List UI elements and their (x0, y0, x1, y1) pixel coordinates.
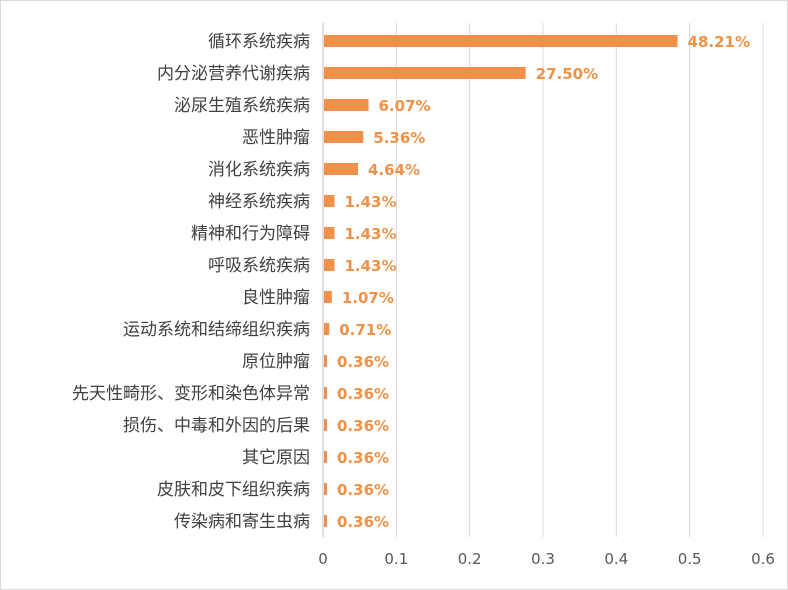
category-label: 泌尿生殖系统疾病 (174, 96, 310, 116)
data-label: 1.43% (344, 193, 396, 211)
category-label: 损伤、中毒和外因的后果 (123, 416, 310, 436)
data-label: 6.07% (379, 97, 431, 115)
category-label: 运动系统和结缔组织疾病 (123, 320, 310, 340)
x-tick-label: 0.1 (384, 550, 408, 568)
bar (324, 35, 678, 47)
category-label: 良性肿瘤 (242, 288, 310, 308)
bar (324, 195, 335, 207)
bar (324, 387, 327, 399)
x-tick-label: 0 (318, 550, 328, 568)
data-label: 0.71% (339, 321, 391, 339)
bar (324, 419, 327, 431)
category-label: 传染病和寄生虫病 (174, 512, 310, 532)
data-label: 0.36% (337, 385, 389, 403)
category-label: 原位肿瘤 (242, 352, 310, 372)
bar (324, 67, 526, 79)
data-label: 27.50% (536, 65, 598, 83)
category-label: 皮肤和皮下组织疾病 (157, 480, 310, 500)
category-label: 恶性肿瘤 (242, 128, 310, 148)
x-tick-label: 0.5 (678, 550, 702, 568)
data-label: 0.36% (337, 353, 389, 371)
data-label: 0.36% (337, 513, 389, 531)
x-tick-label: 0.3 (531, 550, 555, 568)
bar (324, 227, 335, 239)
category-label: 循环系统疾病 (208, 32, 310, 52)
bar (324, 99, 369, 111)
data-label: 48.21% (688, 33, 750, 51)
category-label: 其它原因 (242, 448, 310, 468)
bar (324, 323, 330, 335)
data-label: 5.36% (373, 129, 425, 147)
data-label: 0.36% (337, 481, 389, 499)
x-tick-label: 0.4 (604, 550, 628, 568)
bar (324, 483, 327, 495)
category-label: 呼吸系统疾病 (208, 256, 310, 276)
category-label: 先天性畸形、变形和染色体异常 (72, 384, 310, 404)
data-label: 4.64% (368, 161, 420, 179)
category-label: 神经系统疾病 (208, 192, 310, 212)
data-label: 0.36% (337, 449, 389, 467)
data-label: 1.43% (344, 225, 396, 243)
bar (324, 451, 327, 463)
bar (324, 515, 327, 527)
bar (324, 259, 335, 271)
data-label: 1.43% (344, 257, 396, 275)
bar (324, 163, 359, 175)
data-label: 1.07% (342, 289, 394, 307)
data-label: 0.36% (337, 417, 389, 435)
category-label: 精神和行为障碍 (191, 224, 310, 244)
bar (324, 131, 364, 143)
category-label: 内分泌营养代谢疾病 (157, 64, 310, 84)
category-label: 消化系统疾病 (208, 160, 310, 180)
x-tick-label: 0.6 (751, 550, 775, 568)
bar (324, 291, 332, 303)
bar (324, 355, 327, 367)
x-tick-label: 0.2 (458, 550, 482, 568)
